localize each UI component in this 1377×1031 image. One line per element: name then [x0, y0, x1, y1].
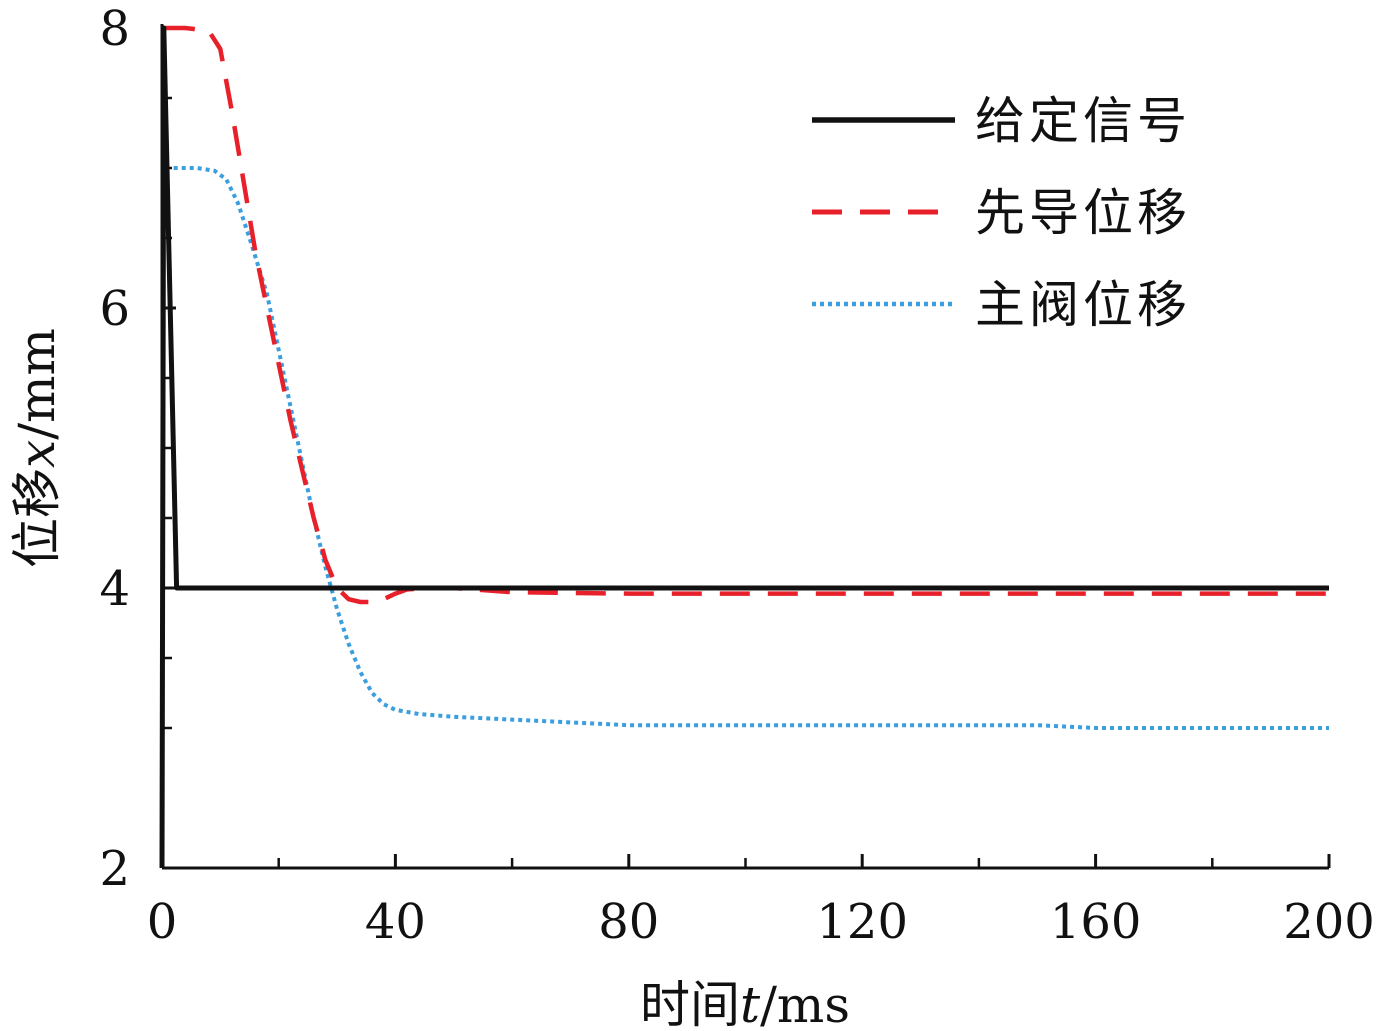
x-tick-label: 160	[1050, 894, 1142, 950]
legend-label-0: 给定信号	[975, 92, 1191, 150]
x-tick-label: 200	[1283, 894, 1375, 950]
y-tick-label: 4	[99, 561, 130, 617]
x-tick-label: 80	[598, 894, 659, 950]
axes: 0 40 80 120 160 200 2 4 6 8	[99, 1, 1374, 950]
series-line-1	[164, 25, 1329, 605]
series-group	[159, 25, 1329, 869]
y-tick-label: 6	[99, 281, 130, 337]
legend-label-2: 主阀位移	[975, 276, 1191, 334]
x-tick-label: 40	[365, 894, 426, 950]
x-tick-label: 120	[816, 894, 908, 950]
y-tick-label: 8	[99, 1, 130, 57]
x-axis-title: 时间t/ms	[640, 976, 850, 1031]
series-line-0	[159, 25, 1329, 869]
y-axis-title: 位移x/mm	[8, 328, 66, 568]
series-line-2	[173, 166, 1329, 730]
x-tick-label: 0	[147, 894, 178, 950]
y-tick-label: 2	[99, 841, 130, 897]
legend-label-1: 先导位移	[975, 184, 1191, 242]
